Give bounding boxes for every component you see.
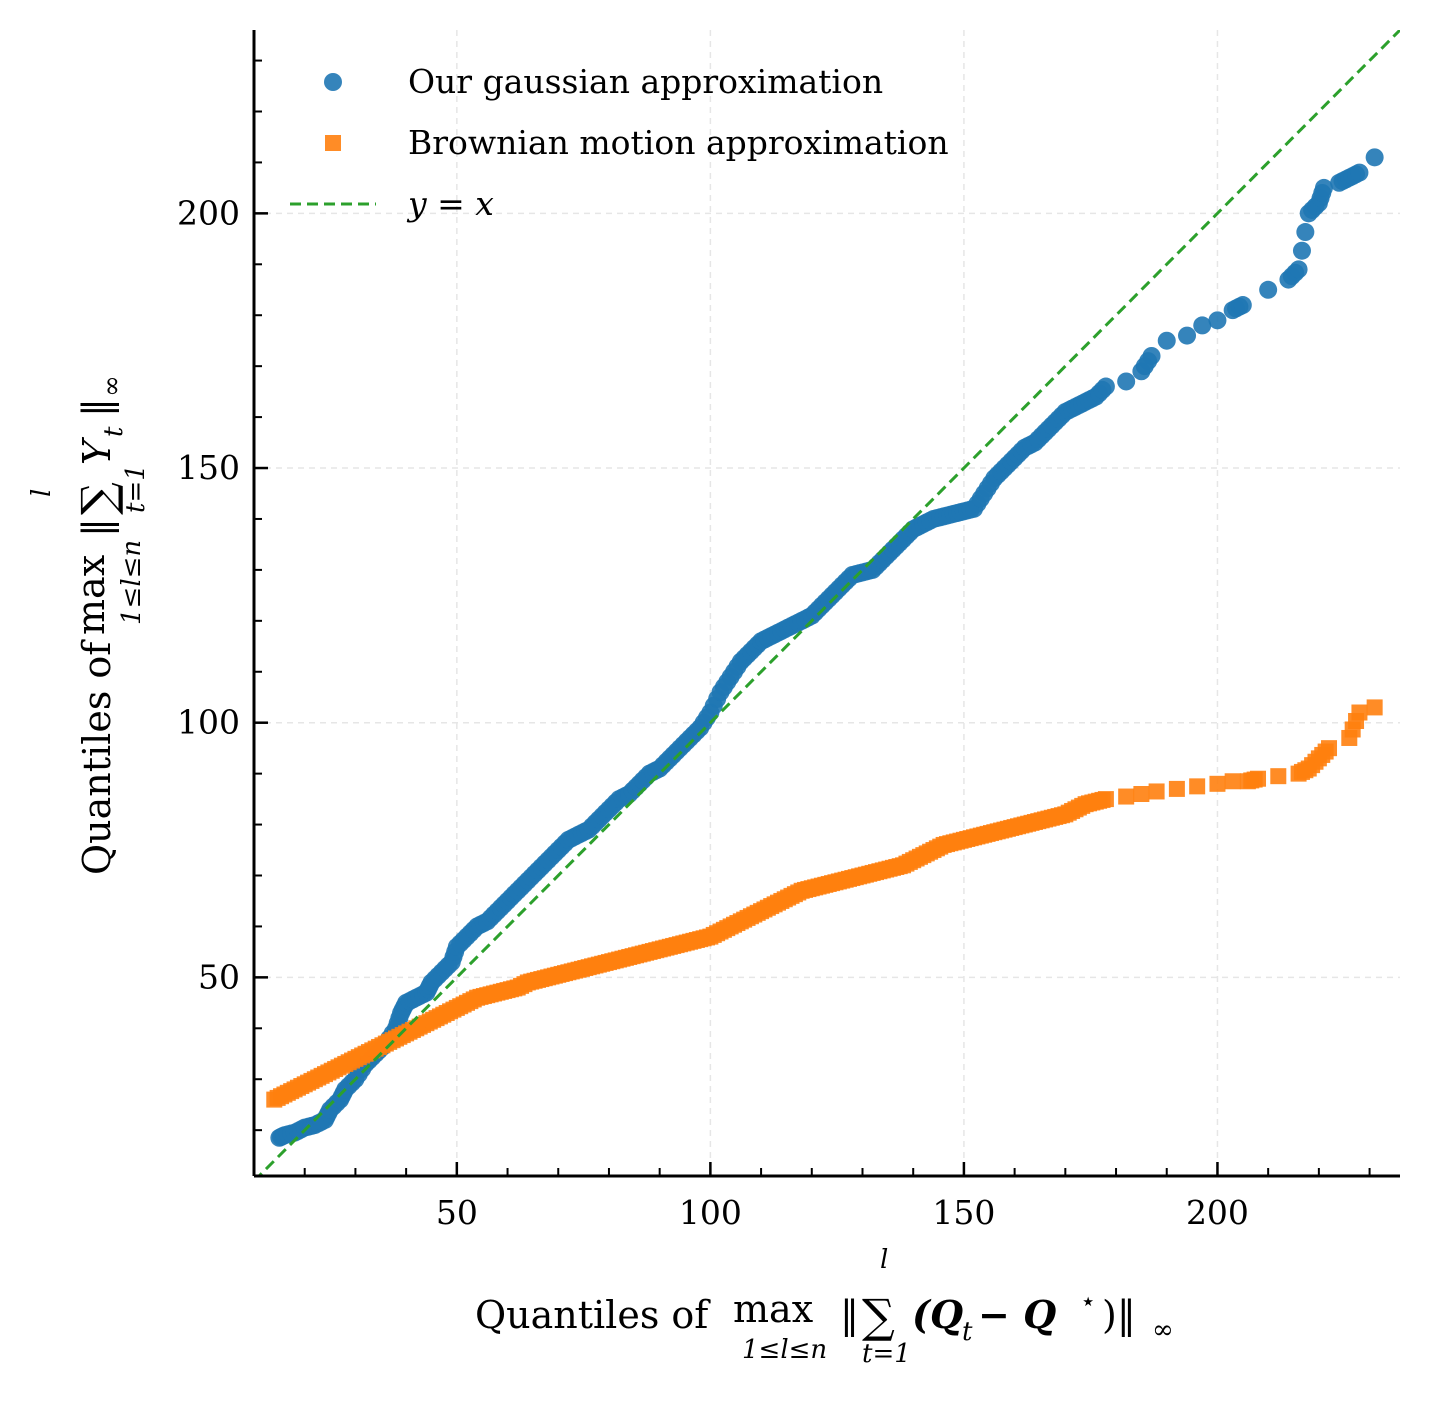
x-axis-label-op-sub: 1≤l≤n bbox=[742, 1335, 827, 1365]
y-axis-label-op: max bbox=[69, 555, 113, 635]
y-axis-label-sum: ∑ bbox=[71, 482, 125, 515]
x-axis-label-norm-sub: ∞ bbox=[1152, 1315, 1174, 1345]
x-axis-label-body: (Q bbox=[912, 1292, 963, 1337]
x-axis-label: Quantiles of max 1≤l≤n ‖ l ∑ t=1 (Q t − … bbox=[475, 1245, 1174, 1369]
y-tick-label: 50 bbox=[198, 957, 240, 996]
y-axis-label-sum-sub: t=1 bbox=[121, 464, 151, 513]
brownian-point bbox=[1351, 704, 1368, 721]
legend-label: y = x bbox=[406, 184, 494, 223]
y-axis-label-body-sub: t bbox=[99, 426, 129, 437]
identity-line bbox=[256, 30, 1400, 1176]
gaussian-point bbox=[1289, 260, 1308, 279]
x-axis-label-op: max bbox=[733, 1287, 813, 1331]
brownian-point bbox=[1148, 783, 1165, 800]
legend-label: Brownian motion approximation bbox=[408, 123, 949, 162]
brownian-point bbox=[1189, 778, 1206, 795]
x-tick-label: 50 bbox=[436, 1193, 478, 1232]
brownian-point bbox=[1366, 699, 1383, 716]
brownian-point bbox=[1224, 773, 1241, 790]
gaussian-point bbox=[1233, 296, 1252, 315]
y-axis-label-norm-sub: ∞ bbox=[97, 375, 127, 397]
x-axis-label-prefix: Quantiles of bbox=[475, 1293, 711, 1337]
legend-marker-gaussian bbox=[324, 73, 342, 91]
legend-label: Our gaussian approximation bbox=[408, 62, 883, 101]
y-axis-label-sum-sup: l bbox=[27, 489, 57, 497]
x-axis-label-body-sub: t bbox=[962, 1317, 973, 1347]
gaussian-point bbox=[1117, 372, 1136, 391]
brownian-point bbox=[1321, 740, 1338, 757]
brownian-point bbox=[1168, 780, 1185, 797]
y-tick-label: 150 bbox=[177, 448, 240, 487]
y-axis-label-norm-open: ‖ bbox=[75, 518, 119, 537]
legend: Our gaussian approximation Brownian motio… bbox=[290, 62, 949, 223]
y-tick-label: 100 bbox=[177, 703, 240, 742]
y-axis-label-close: ‖ bbox=[75, 398, 119, 417]
x-axis-label-minus: − Q bbox=[978, 1292, 1056, 1337]
y-axis-label-prefix: Quantiles of bbox=[75, 639, 119, 875]
gaussian-point bbox=[1365, 148, 1384, 167]
x-tick-label: 200 bbox=[1186, 1193, 1249, 1232]
gaussian-point bbox=[1296, 223, 1315, 242]
brownian-point bbox=[1209, 775, 1226, 792]
x-axis-label-norm-open: ‖ bbox=[840, 1293, 859, 1337]
gaussian-point bbox=[1178, 326, 1197, 345]
brownian-point bbox=[1133, 786, 1150, 802]
gaussian-point bbox=[1142, 346, 1161, 365]
x-axis-label-sum-sup: l bbox=[880, 1245, 888, 1275]
y-axis-label-body: Y bbox=[75, 436, 119, 465]
series-layer bbox=[256, 30, 1400, 1176]
y-axis-label: Quantiles of max 1≤l≤n ‖ l ∑ t=1 Y t ‖ ∞ bbox=[27, 375, 151, 875]
x-axis-label-body-sup: ⋆ bbox=[1080, 1287, 1096, 1317]
y-tick-label: 200 bbox=[177, 193, 240, 232]
gaussian-point bbox=[1314, 178, 1333, 197]
x-axis-label-sum-sub: t=1 bbox=[862, 1339, 911, 1369]
gaussian-point bbox=[1292, 241, 1311, 260]
grid bbox=[254, 30, 1400, 1176]
x-axis-label-close: )‖ bbox=[1102, 1293, 1136, 1337]
gaussian-point bbox=[1193, 316, 1212, 335]
brownian-point bbox=[1097, 791, 1114, 808]
legend-marker-brownian bbox=[325, 135, 341, 151]
brownian-point bbox=[1118, 788, 1135, 805]
gaussian-point bbox=[1259, 280, 1278, 299]
x-tick-label: 100 bbox=[679, 1193, 742, 1232]
gaussian-point bbox=[1157, 331, 1176, 350]
gaussian-point bbox=[1350, 163, 1369, 182]
brownian-point bbox=[1270, 768, 1287, 785]
gaussian-point bbox=[1096, 377, 1115, 396]
brownian-point bbox=[1250, 770, 1267, 787]
axes: 50 100 150 200 50 100 150 200 bbox=[177, 30, 1400, 1232]
x-tick-label: 150 bbox=[932, 1193, 995, 1232]
y-axis-label-op-sub: 1≤l≤n bbox=[117, 540, 147, 625]
x-axis-label-sum: ∑ bbox=[862, 1289, 895, 1343]
gaussian-point bbox=[1208, 311, 1227, 330]
